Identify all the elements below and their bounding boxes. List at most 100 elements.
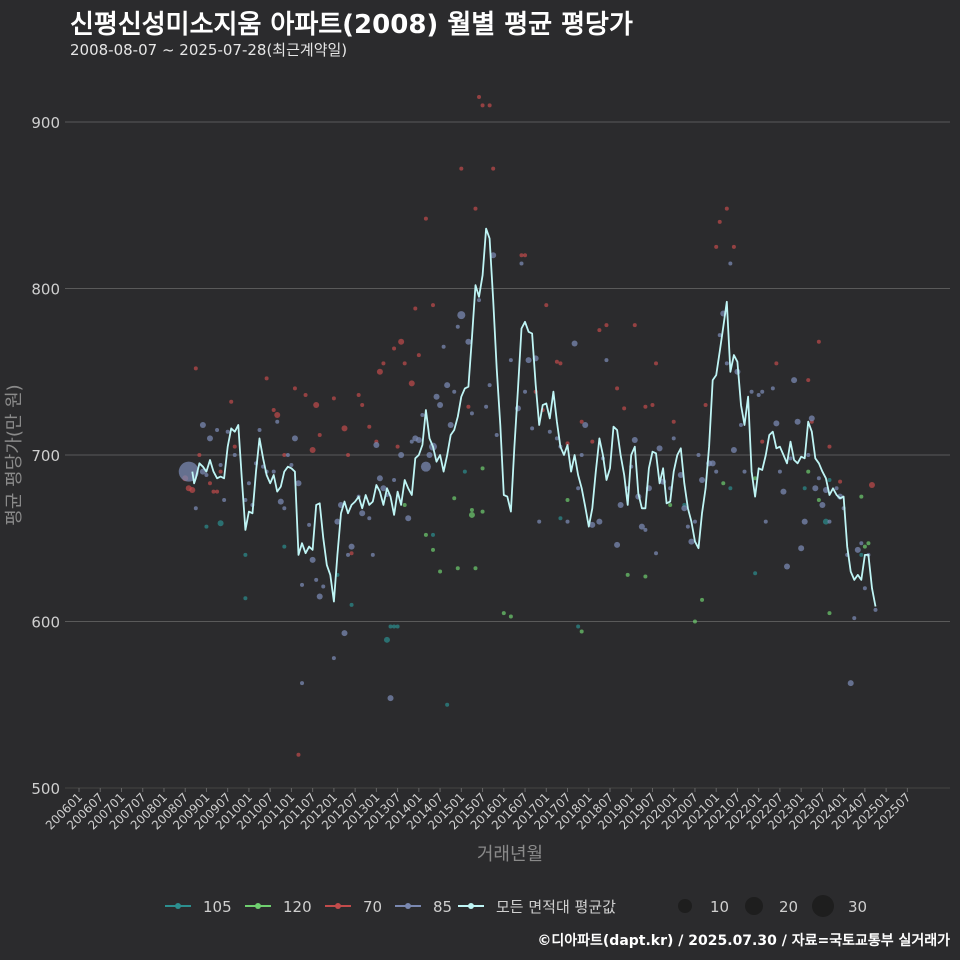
data-point-70 (356, 393, 361, 398)
data-point-85 (307, 522, 312, 527)
data-point-85 (579, 453, 584, 457)
data-point-85 (494, 433, 499, 438)
data-point-85 (596, 518, 603, 525)
data-point-70 (392, 346, 397, 351)
legend-size-label: 10 (710, 898, 729, 916)
data-point-70 (402, 361, 407, 366)
series-105 (204, 469, 864, 707)
data-point-105 (753, 571, 758, 576)
data-point-85 (798, 545, 805, 552)
data-point-85 (465, 338, 472, 345)
data-point-85 (808, 415, 815, 422)
data-point-70 (717, 219, 722, 224)
data-point-85 (282, 506, 287, 511)
data-point-85 (714, 469, 719, 474)
data-point-85 (654, 551, 659, 556)
data-point-85 (742, 469, 747, 474)
gridlines (65, 121, 950, 789)
y-tick-label: 600 (31, 614, 60, 632)
series-70 (182, 95, 875, 757)
data-point-85 (643, 527, 648, 532)
data-point-85 (289, 462, 294, 467)
data-point-120 (579, 629, 584, 634)
data-point-105 (392, 624, 397, 629)
data-point-120 (468, 511, 475, 518)
data-point-70 (827, 444, 832, 449)
y-tick-label: 700 (31, 447, 60, 465)
mean-line-layer (191, 227, 877, 607)
data-point-70 (760, 439, 765, 444)
data-point-70 (487, 103, 492, 108)
data-point-105 (576, 624, 581, 629)
data-point-105 (558, 516, 563, 521)
data-point-85 (631, 437, 638, 444)
data-point-70 (346, 453, 351, 457)
legend-swatch-dot (175, 903, 181, 909)
data-point-85 (724, 361, 729, 366)
data-point-85 (215, 428, 220, 433)
data-point-85 (291, 435, 298, 442)
data-point-85 (873, 607, 878, 612)
data-point-85 (477, 298, 482, 303)
data-point-85 (415, 437, 422, 444)
data-point-120 (866, 541, 871, 546)
data-point-70 (868, 481, 875, 488)
data-point-85 (405, 515, 412, 522)
data-point-85 (537, 519, 542, 524)
data-point-120 (668, 502, 673, 507)
data-point-85 (490, 252, 497, 259)
data-point-85 (685, 524, 690, 529)
data-point-70 (459, 166, 464, 171)
data-point-85 (717, 333, 722, 338)
data-point-85 (728, 261, 733, 266)
data-point-105 (395, 624, 400, 629)
data-point-85 (348, 543, 355, 550)
data-point-85 (321, 584, 326, 589)
data-point-70 (211, 489, 216, 494)
data-point-70 (731, 244, 736, 249)
data-point-120 (827, 611, 832, 616)
data-point-85 (852, 616, 857, 621)
data-point-105 (859, 552, 864, 557)
data-point-85 (677, 471, 684, 478)
data-point-85 (780, 488, 787, 495)
data-point-70 (229, 399, 234, 404)
data-point-70 (313, 402, 320, 409)
data-point-70 (207, 481, 212, 486)
data-point-85 (617, 501, 624, 508)
data-point-85 (709, 460, 716, 467)
data-point-70 (558, 361, 563, 366)
data-point-85 (359, 510, 366, 517)
data-point-85 (756, 393, 761, 398)
data-point-85 (314, 577, 319, 582)
data-point-120 (431, 547, 435, 552)
data-point-120 (501, 611, 506, 616)
data-point-85 (469, 411, 474, 416)
data-point-70 (341, 425, 348, 432)
data-point-120 (473, 566, 478, 571)
data-point-85 (341, 630, 348, 637)
data-point-85 (300, 681, 305, 686)
data-point-70 (303, 393, 308, 398)
data-point-70 (398, 338, 405, 345)
data-point-85 (277, 498, 284, 505)
data-point-85 (576, 486, 581, 491)
data-point-85 (433, 393, 440, 400)
legend-swatch-dot (255, 903, 261, 909)
legend-label: 모든 면적대 평균값 (496, 898, 616, 916)
data-point-70 (714, 244, 719, 249)
legend-item-105: 105 (165, 898, 232, 916)
data-point-70 (590, 439, 595, 444)
legend-size-label: 30 (848, 898, 867, 916)
data-point-120 (721, 481, 726, 486)
data-point-85 (696, 453, 701, 457)
data-point-120 (438, 569, 443, 574)
data-point-85 (770, 386, 775, 391)
legend-size-circle (812, 895, 834, 917)
legend-swatch-dot (405, 903, 411, 909)
data-point-85 (257, 428, 262, 433)
data-point-70 (519, 253, 524, 258)
data-point-85 (525, 357, 532, 364)
data-point-70 (671, 419, 676, 424)
chart-title: 신평신성미소지움 아파트(2008) 월별 평균 평당가 (70, 10, 633, 40)
